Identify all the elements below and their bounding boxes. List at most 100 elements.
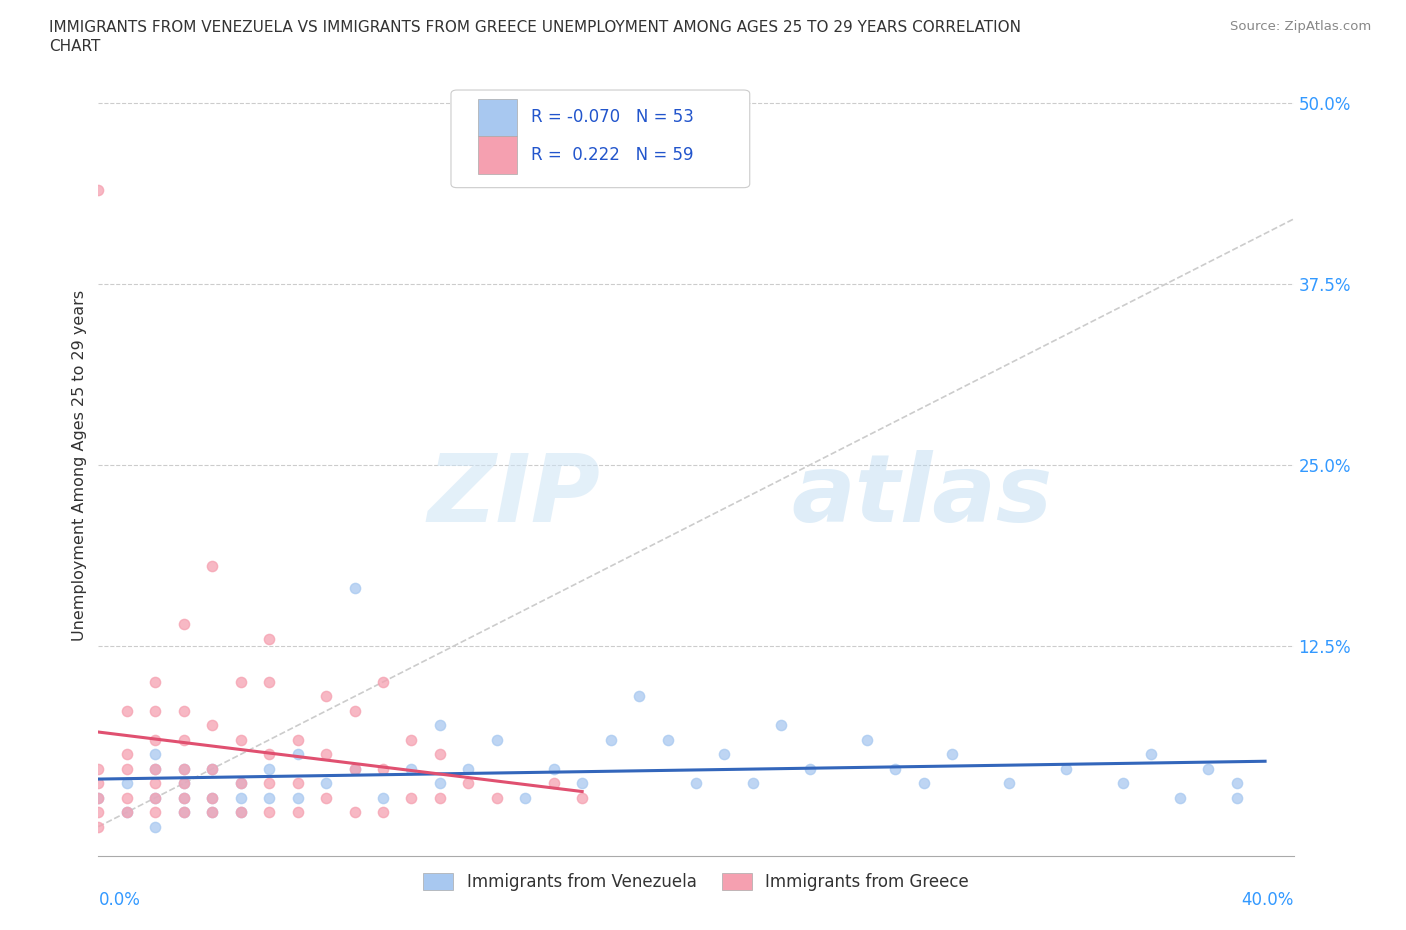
- Text: CHART: CHART: [49, 39, 101, 54]
- Point: [315, 790, 337, 805]
- Point: [257, 631, 280, 646]
- Text: 0.0%: 0.0%: [98, 891, 141, 909]
- Point: [371, 762, 394, 777]
- Point: [229, 776, 252, 790]
- Point: [401, 733, 423, 748]
- Point: [371, 790, 394, 805]
- Point: [143, 762, 166, 777]
- Point: [173, 733, 195, 748]
- Point: [371, 804, 394, 819]
- Text: Source: ZipAtlas.com: Source: ZipAtlas.com: [1230, 20, 1371, 33]
- Point: [571, 790, 593, 805]
- Point: [201, 559, 224, 574]
- Point: [173, 776, 195, 790]
- Point: [143, 819, 166, 834]
- Point: [257, 776, 280, 790]
- Point: [429, 790, 451, 805]
- Point: [173, 790, 195, 805]
- Text: R = -0.070   N = 53: R = -0.070 N = 53: [531, 109, 695, 126]
- Point: [257, 747, 280, 762]
- Point: [173, 703, 195, 718]
- Point: [1140, 747, 1163, 762]
- Point: [287, 790, 309, 805]
- Point: [315, 776, 337, 790]
- Point: [257, 790, 280, 805]
- Point: [87, 762, 110, 777]
- Point: [1197, 762, 1219, 777]
- Point: [741, 776, 763, 790]
- Point: [143, 747, 166, 762]
- Point: [287, 747, 309, 762]
- Point: [657, 733, 679, 748]
- Point: [343, 804, 366, 819]
- Point: [315, 689, 337, 704]
- Point: [1168, 790, 1191, 805]
- Point: [343, 580, 366, 595]
- Y-axis label: Unemployment Among Ages 25 to 29 years: Unemployment Among Ages 25 to 29 years: [72, 289, 87, 641]
- Point: [143, 790, 166, 805]
- Point: [257, 674, 280, 689]
- Point: [173, 762, 195, 777]
- Point: [115, 703, 138, 718]
- Point: [201, 762, 224, 777]
- Point: [628, 689, 651, 704]
- Point: [485, 790, 508, 805]
- Point: [143, 703, 166, 718]
- Point: [912, 776, 935, 790]
- Legend: Immigrants from Venezuela, Immigrants from Greece: Immigrants from Venezuela, Immigrants fr…: [416, 867, 976, 898]
- Point: [143, 733, 166, 748]
- Point: [173, 790, 195, 805]
- Point: [229, 733, 252, 748]
- Point: [599, 733, 621, 748]
- Point: [287, 733, 309, 748]
- Point: [1054, 762, 1077, 777]
- Point: [257, 804, 280, 819]
- Point: [201, 718, 224, 733]
- Text: R =  0.222   N = 59: R = 0.222 N = 59: [531, 146, 693, 164]
- Point: [457, 762, 479, 777]
- Point: [115, 776, 138, 790]
- Point: [429, 776, 451, 790]
- Point: [115, 804, 138, 819]
- Point: [201, 790, 224, 805]
- Point: [173, 804, 195, 819]
- Point: [343, 703, 366, 718]
- Point: [173, 762, 195, 777]
- Point: [115, 790, 138, 805]
- Point: [87, 182, 110, 197]
- Point: [173, 804, 195, 819]
- Point: [543, 776, 565, 790]
- Point: [229, 674, 252, 689]
- Point: [87, 790, 110, 805]
- Point: [457, 776, 479, 790]
- Point: [515, 790, 537, 805]
- Point: [87, 776, 110, 790]
- Point: [229, 776, 252, 790]
- Point: [401, 790, 423, 805]
- Point: [115, 762, 138, 777]
- Text: 40.0%: 40.0%: [1241, 891, 1294, 909]
- Point: [201, 804, 224, 819]
- Point: [143, 804, 166, 819]
- Point: [287, 776, 309, 790]
- Point: [855, 733, 877, 748]
- Point: [1112, 776, 1135, 790]
- Point: [115, 804, 138, 819]
- Point: [429, 747, 451, 762]
- Point: [343, 762, 366, 777]
- Point: [87, 790, 110, 805]
- Point: [770, 718, 793, 733]
- Text: atlas: atlas: [792, 450, 1053, 542]
- Point: [371, 674, 394, 689]
- Point: [87, 819, 110, 834]
- Point: [115, 747, 138, 762]
- Point: [229, 804, 252, 819]
- Point: [287, 804, 309, 819]
- Text: ZIP: ZIP: [427, 450, 600, 542]
- Point: [143, 776, 166, 790]
- FancyBboxPatch shape: [478, 99, 517, 136]
- Point: [543, 762, 565, 777]
- Point: [173, 776, 195, 790]
- Point: [229, 804, 252, 819]
- Point: [173, 617, 195, 631]
